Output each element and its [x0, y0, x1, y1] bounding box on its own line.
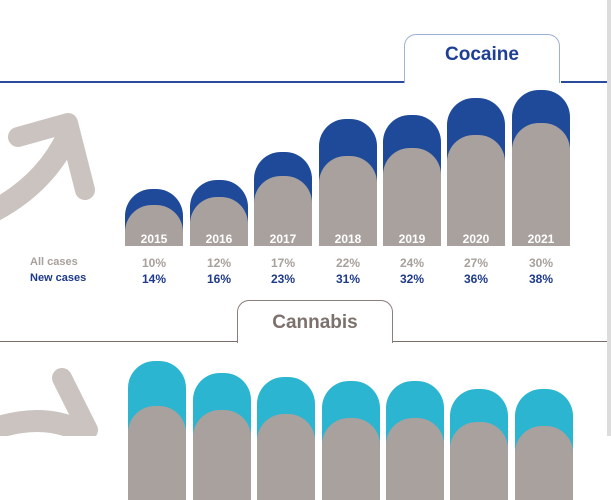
year-label: 2016	[205, 232, 233, 246]
new-cases-label: New cases	[30, 272, 87, 284]
year-label: 2017	[269, 232, 297, 246]
bar-all-cases	[450, 422, 508, 500]
cocaine-divider-left	[0, 81, 404, 83]
cannabis-divider-right	[393, 341, 607, 342]
year-label: 2021	[527, 232, 555, 246]
cannabis-divider-left	[0, 341, 237, 342]
cannabis-tab: Cannabis	[237, 300, 393, 343]
trend-arrow-up-icon	[0, 113, 95, 221]
year-label: 2020	[462, 232, 490, 246]
all-cases-value: 30%	[528, 256, 554, 270]
bar-all-cases	[193, 409, 251, 500]
cocaine-title: Cocaine	[445, 44, 519, 65]
all-cases-value: 27%	[463, 256, 489, 270]
cocaine-tab: Cocaine	[404, 34, 560, 83]
trend-arrow-right-icon	[0, 368, 98, 436]
bar-all-cases	[254, 176, 312, 246]
cocaine-divider-right	[561, 81, 607, 83]
bar-all-cases	[515, 426, 573, 500]
new-cases-value: 14%	[141, 272, 167, 286]
scrollbar[interactable]	[607, 0, 611, 436]
all-cases-value: 24%	[399, 256, 425, 270]
year-label: 2019	[398, 232, 426, 246]
cannabis-title: Cannabis	[272, 312, 358, 333]
year-label: 2015	[140, 232, 168, 246]
new-cases-value: 31%	[335, 272, 361, 286]
new-cases-value: 16%	[206, 272, 232, 286]
bar-all-cases	[322, 418, 380, 500]
bar-all-cases	[512, 123, 570, 246]
bar-all-cases	[257, 413, 315, 500]
new-cases-value: 38%	[528, 272, 554, 286]
year-label: 2018	[334, 232, 362, 246]
bar-all-cases	[190, 196, 248, 246]
new-cases-value: 23%	[270, 272, 296, 286]
bar-all-cases	[386, 418, 444, 500]
new-cases-value: 36%	[463, 272, 489, 286]
bar-all-cases	[447, 135, 505, 246]
all-cases-label: All cases	[30, 256, 78, 268]
bar-all-cases	[125, 205, 183, 246]
bar-all-cases	[128, 405, 186, 500]
new-cases-value: 32%	[399, 272, 425, 286]
bar-all-cases	[319, 155, 377, 246]
all-cases-value: 17%	[270, 256, 296, 270]
all-cases-value: 22%	[335, 256, 361, 270]
all-cases-value: 10%	[141, 256, 167, 270]
all-cases-value: 12%	[206, 256, 232, 270]
bar-all-cases	[383, 147, 441, 246]
